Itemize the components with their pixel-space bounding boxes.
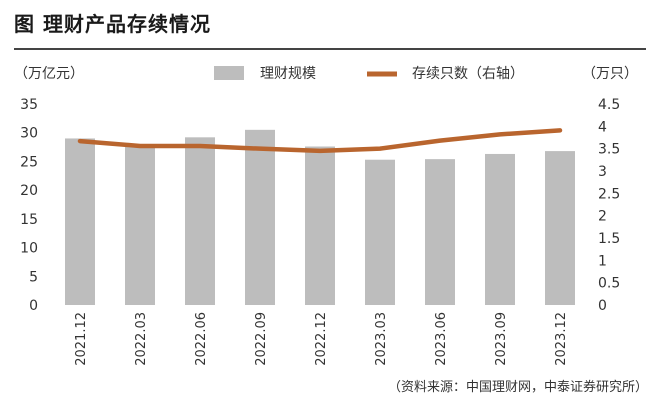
right-axis-tick: 3.5 [598, 142, 620, 158]
x-axis-tick: 2022.06 [194, 312, 209, 366]
left-axis-label: （万亿元） [14, 66, 84, 82]
right-axis-tick: 4 [598, 119, 607, 135]
x-axis-tick: 2023.06 [434, 312, 449, 366]
x-axis-tick: 2023.12 [554, 312, 569, 366]
right-axis-tick: 4.5 [598, 97, 620, 113]
x-axis-tick: 2022.12 [314, 312, 329, 366]
x-axis-tick: 2021.12 [74, 312, 89, 366]
title-rule [14, 48, 646, 50]
right-axis-tick: 0 [598, 298, 607, 314]
left-axis-tick: 10 [20, 241, 38, 257]
left-axis-tick: 15 [20, 212, 38, 228]
right-axis-tick: 2.5 [598, 186, 620, 202]
left-axis-tick: 5 [29, 269, 38, 285]
bar [185, 137, 215, 305]
left-axis-tick: 20 [20, 183, 38, 199]
right-axis-tick: 2 [598, 209, 607, 225]
left-axis-tick: 30 [20, 126, 38, 142]
bar [365, 159, 395, 305]
left-axis-tick: 25 [20, 154, 38, 170]
bar [305, 146, 335, 305]
bar [125, 145, 155, 305]
right-axis-tick: 3 [598, 164, 607, 180]
x-axis-tick: 2022.09 [254, 312, 269, 366]
legend-line-label: 存续只数（右轴） [412, 65, 524, 82]
x-axis-tick: 2022.03 [134, 312, 149, 366]
bar [65, 138, 95, 305]
bar [245, 129, 275, 305]
source-note: （资料来源：中国理财网，中泰证券研究所） [387, 380, 648, 395]
bar [425, 159, 455, 305]
x-axis-tick: 2023.03 [374, 312, 389, 366]
right-axis-label: （万只） [582, 66, 638, 82]
figure-title: 图 理财产品存续情况 [14, 12, 211, 36]
right-axis-tick: 1 [598, 253, 607, 269]
left-axis-tick: 0 [29, 298, 38, 314]
legend-bar-label: 理财规模 [260, 66, 316, 82]
right-axis-tick: 1.5 [598, 231, 620, 247]
x-axis-tick: 2023.09 [494, 312, 509, 366]
right-axis-tick: 0.5 [598, 276, 620, 292]
legend-bar-swatch [214, 66, 244, 80]
left-axis-tick: 35 [20, 97, 38, 113]
bar [545, 151, 575, 305]
bar [485, 153, 515, 305]
